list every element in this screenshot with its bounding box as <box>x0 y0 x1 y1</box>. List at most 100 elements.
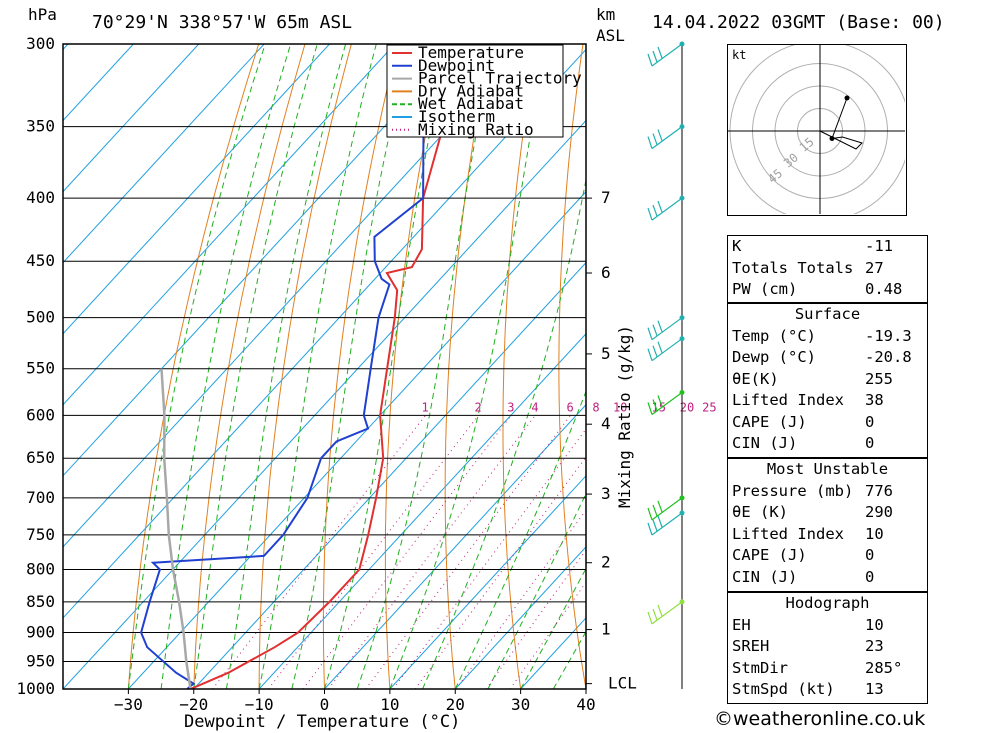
index-value: -11 <box>865 237 893 255</box>
mixing-ratio-label: 3 <box>507 400 514 414</box>
mixing-ratio-line <box>302 414 512 689</box>
pressure-tick-label: 850 <box>26 592 55 611</box>
most-unstable-title: Most Unstable <box>766 460 889 478</box>
index-value: 10 <box>865 615 884 634</box>
index-row-k: K -11 <box>728 236 927 258</box>
km-tick-label: 1 <box>601 620 611 639</box>
pressure-tick-label: 750 <box>26 525 55 544</box>
wind-barb <box>647 510 685 536</box>
index-label: CAPE (J) <box>732 546 807 564</box>
indices-block-1: K -11 Totals Totals 27 PW (cm) 0.48 <box>727 235 928 303</box>
x-tick-label: −10 <box>245 695 274 714</box>
wind-profile <box>647 41 685 689</box>
wind-barb <box>647 315 685 341</box>
mu-row: CIN (J) 0 <box>728 567 927 589</box>
isotherm-line <box>258 332 586 689</box>
isotherm-line <box>0 44 3 689</box>
pressure-tick-label: 700 <box>26 488 55 507</box>
dry-adiabat-line <box>558 44 586 689</box>
index-value: 13 <box>865 680 884 698</box>
series-dewpoint <box>140 44 442 689</box>
plot-frame <box>62 43 587 690</box>
pressure-tick-label: 600 <box>26 405 55 424</box>
hodograph-ring <box>729 40 911 222</box>
pressure-tick-label: 400 <box>26 188 55 207</box>
surface-row: θE(K) 255 <box>728 369 927 391</box>
isotherm-line <box>454 546 586 689</box>
mixing-ratio-line <box>414 456 586 689</box>
index-value: 23 <box>865 637 884 655</box>
wet-adiabat-line <box>520 567 586 689</box>
x-axis-title: Dewpoint / Temperature (°C) <box>184 712 460 732</box>
x-tick-label: 20 <box>446 695 465 714</box>
km-tick-label: 4 <box>601 414 611 433</box>
hodograph-block: Hodograph EH 10 SREH 23 StmDir 285° StmSpd … <box>727 592 928 704</box>
km-tick-label: 3 <box>601 484 611 503</box>
series-temperature <box>190 44 475 689</box>
wet-adiabat-line <box>225 44 347 689</box>
wind-barb-shape <box>647 197 683 221</box>
mu-row: Pressure (mb) 776 <box>728 481 927 503</box>
index-value: 10 <box>865 524 884 543</box>
wind-barb-shape <box>647 601 683 625</box>
km-tick-label: 7 <box>601 188 611 207</box>
dry-adiabat-line <box>193 44 306 689</box>
wind-barb-shape <box>647 392 683 415</box>
km-label: km <box>596 5 615 24</box>
index-value: 0 <box>865 412 875 431</box>
legend-entry-label: Parcel Trajectory <box>418 69 582 88</box>
index-label: StmDir <box>732 658 788 677</box>
index-label: StmSpd (kt) <box>732 680 835 698</box>
index-label: Totals Totals <box>732 258 854 277</box>
hodograph-ring-label: 45 <box>765 166 785 186</box>
legend-entry-label: Isotherm <box>418 107 495 126</box>
index-label: SREH <box>732 637 770 655</box>
wind-barb <box>647 124 685 150</box>
dry-adiabat-line <box>444 44 491 689</box>
km-tick-label: 2 <box>601 553 611 572</box>
index-label: θE (K) <box>732 503 788 521</box>
isotherm-line <box>63 44 134 122</box>
index-value: 0 <box>865 434 875 452</box>
dry-adiabat-line <box>384 44 445 689</box>
wet-adiabat-line <box>356 44 494 689</box>
mu-row: CAPE (J) 0 <box>728 545 927 567</box>
legend-entry-label: Dewpoint <box>418 56 495 75</box>
dry-adiabat-line <box>666 44 717 689</box>
hodograph-ring-label: 15 <box>797 135 817 155</box>
pressure-tick-label: 650 <box>26 448 55 467</box>
credit-link[interactable]: ©weatheronline.co.uk <box>714 708 926 730</box>
pressure-tick-label: 550 <box>26 359 55 378</box>
index-label: θE(K) <box>732 369 779 388</box>
wind-barb <box>647 336 685 362</box>
isotherm-line <box>193 261 586 689</box>
mixing-ratio-label: 10 <box>613 400 627 414</box>
mixing-ratio-label: 4 <box>531 400 538 414</box>
isotherm-line <box>324 404 586 689</box>
isotherm-line <box>63 44 265 264</box>
pressure-lines <box>63 43 586 690</box>
index-row-pw: PW (cm) 0.48 <box>728 279 927 301</box>
surface-title: Surface <box>794 305 861 323</box>
wind-barb <box>647 41 685 67</box>
index-value: 290 <box>865 503 893 521</box>
series-parcel-trajectory <box>160 368 192 689</box>
hodo-row: StmDir 285° <box>728 658 927 680</box>
index-value: 0 <box>865 567 875 586</box>
datetime-title: 14.04.2022 03GMT (Base: 00) <box>652 12 945 33</box>
index-value: 255 <box>865 369 893 388</box>
wet-adiabat-line <box>258 44 377 689</box>
index-value: 0.48 <box>865 280 903 298</box>
x-tick-label: −30 <box>114 695 143 714</box>
hodograph-panel: kt 15 30 45 <box>727 40 911 222</box>
mixing-ratio-axis-title: Mixing Ratio (g/kg) <box>615 325 634 508</box>
mixing-ratio-labels: 1 2 3 4 6 8 10 15 20 25 <box>422 400 717 414</box>
index-label: Lifted Index <box>732 391 844 409</box>
wind-barb <box>647 495 685 521</box>
isotherm-line <box>63 44 527 548</box>
wet-adiabat-line <box>127 44 266 689</box>
dry-adiabat-line <box>954 44 1000 689</box>
index-value: 285° <box>865 658 903 677</box>
surface-row: Lifted Index 38 <box>728 390 927 412</box>
